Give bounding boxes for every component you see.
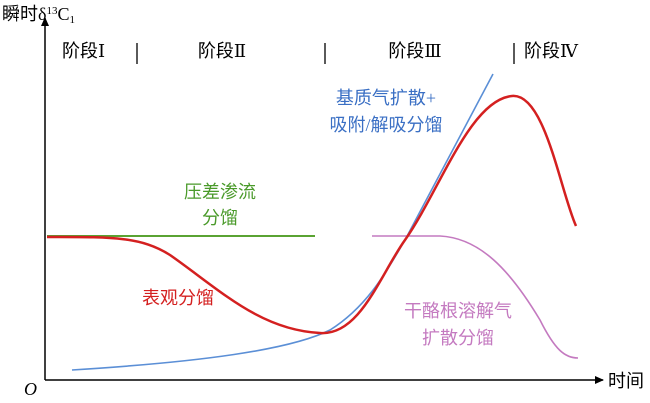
stage-label: 阶段Ⅱ: [198, 41, 246, 61]
stage-label: 阶段Ⅲ: [388, 41, 441, 61]
x-axis-label: 时间: [608, 371, 644, 391]
apparent-curve: [46, 94, 578, 335]
curve-label: 压差渗流: [184, 182, 256, 202]
y-axis-label: 瞬时δ13C1: [2, 4, 75, 25]
curve-label: 基质气扩散+: [336, 88, 436, 108]
origin-label: O: [24, 379, 37, 399]
stage-label: 阶段Ⅳ: [524, 41, 579, 61]
stage-label: 阶段Ⅰ: [62, 41, 105, 61]
curve-label: 扩散分馏: [422, 328, 494, 348]
curve-label: 吸附/解吸分馏: [329, 115, 442, 135]
curve-label: 分馏: [202, 208, 238, 228]
curve-label: 干酪根溶解气: [404, 301, 512, 321]
curve-label: 表观分馏: [142, 288, 214, 308]
kerogen-curve: [372, 235, 579, 359]
